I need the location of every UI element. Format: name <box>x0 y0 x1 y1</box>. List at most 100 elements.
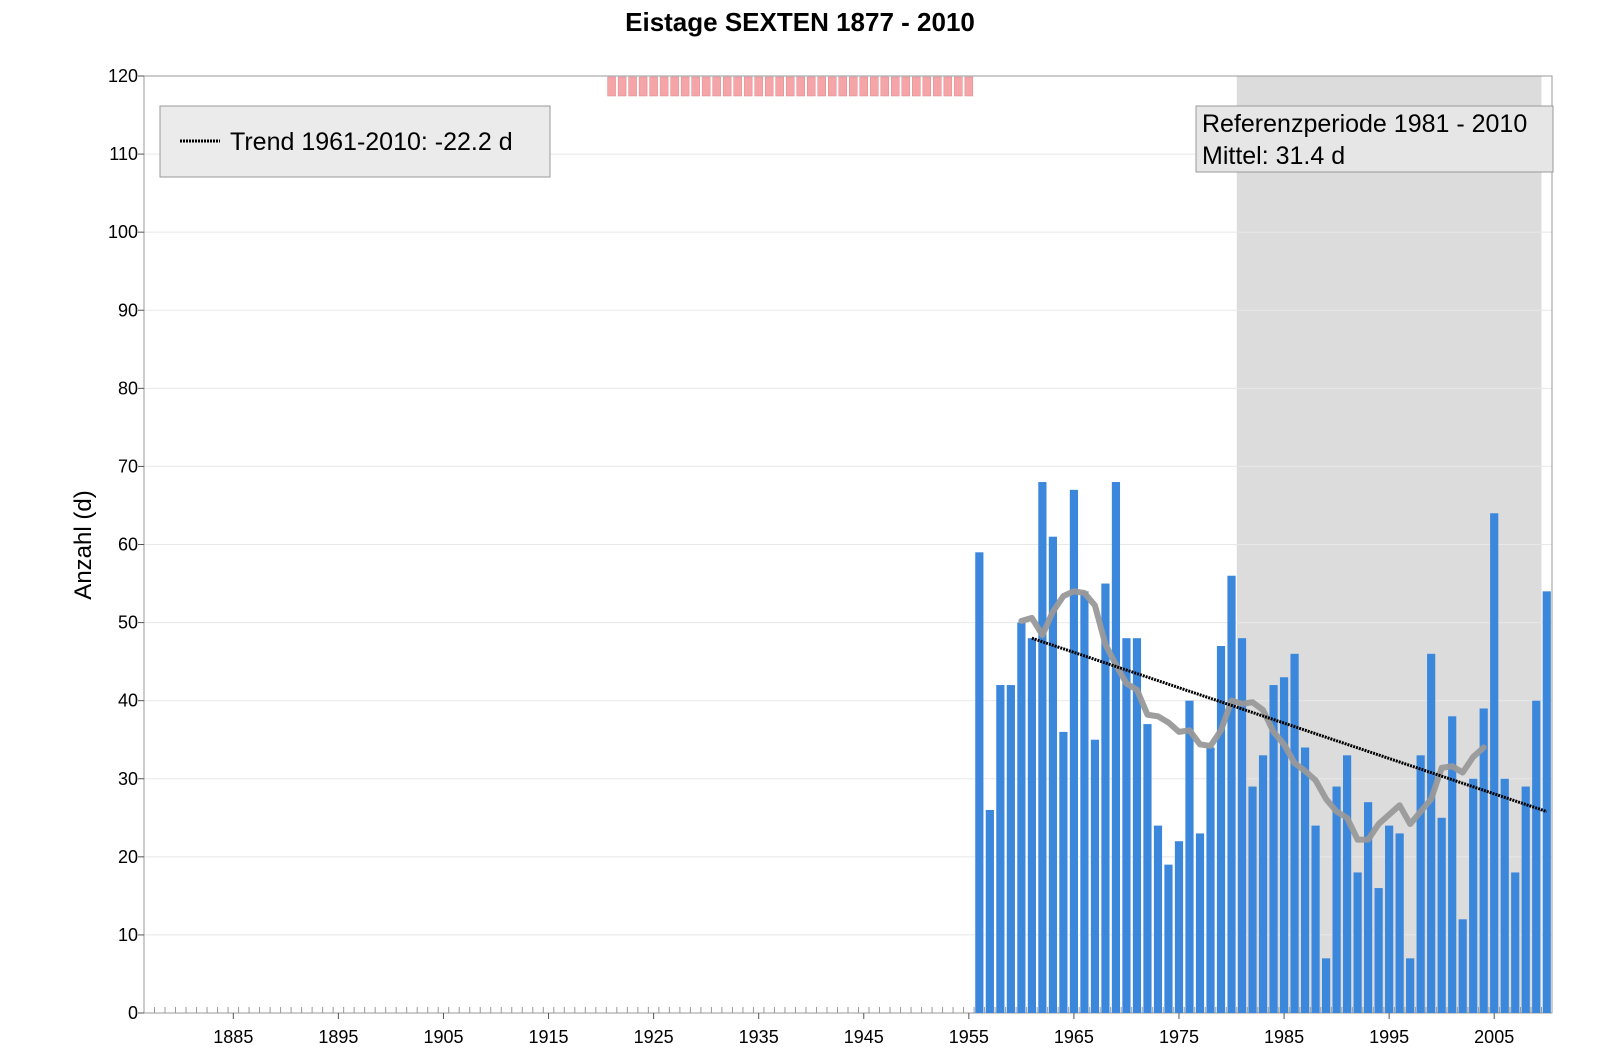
y-tick-label-50: 50 <box>118 613 138 633</box>
missing-marker-1928 <box>680 76 690 97</box>
bar-1990 <box>1332 786 1341 1013</box>
missing-marker-1951 <box>922 76 932 97</box>
bar-2000 <box>1437 817 1446 1013</box>
y-tick-label-0: 0 <box>128 1003 138 1023</box>
missing-marker-1926 <box>659 76 669 97</box>
bar-2006 <box>1500 778 1509 1013</box>
missing-marker-1949 <box>901 76 911 97</box>
bar-1968 <box>1101 583 1110 1013</box>
reference-period-label: Referenzperiode 1981 - 2010 <box>1202 110 1527 138</box>
y-tick-label-80: 80 <box>118 378 138 398</box>
bar-1995 <box>1385 825 1394 1013</box>
x-tick-label-1885: 1885 <box>213 1027 253 1047</box>
bar-1982 <box>1248 786 1257 1013</box>
bar-2003 <box>1469 778 1478 1013</box>
missing-marker-1947 <box>880 76 890 97</box>
bar-1981 <box>1237 638 1247 1013</box>
bar-1985 <box>1279 677 1289 1013</box>
missing-marker-1938 <box>785 76 795 97</box>
bar-1959 <box>1006 685 1015 1013</box>
bar-1987 <box>1300 747 1310 1013</box>
bar-1962 <box>1038 482 1047 1013</box>
bar-1966 <box>1080 591 1089 1013</box>
bar-1994 <box>1374 888 1383 1013</box>
smoothed-series-line <box>1018 588 1487 843</box>
bar-1960 <box>1017 622 1026 1013</box>
legend: Trend 1961-2010: -22.2 d <box>159 105 551 178</box>
axes: 0 10 20 30 40 50 60 70 80 90 100 110 120 1885 1895 1905… <box>108 66 1542 1047</box>
missing-marker-1942 <box>827 76 837 97</box>
x-tick-label-1915: 1915 <box>529 1027 569 1047</box>
bar-2002 <box>1458 919 1467 1013</box>
y-tick-label-60: 60 <box>118 535 138 555</box>
x-tick-label-1905: 1905 <box>423 1027 463 1047</box>
bar-1963 <box>1048 536 1057 1013</box>
bar-1977 <box>1195 833 1205 1013</box>
y-tick-label-30: 30 <box>118 769 138 789</box>
missing-marker-1945 <box>859 76 869 97</box>
trend-line <box>1031 636 1548 813</box>
bar-1965 <box>1069 489 1079 1013</box>
bar-2009 <box>1532 700 1541 1013</box>
missing-marker-1941 <box>817 76 826 97</box>
bar-1993 <box>1364 802 1373 1013</box>
legend-trend-label: Trend 1961-2010: -22.2 d <box>230 128 513 156</box>
bar-2001 <box>1448 716 1457 1013</box>
bar-2004 <box>1479 708 1488 1013</box>
x-tick-label-1985: 1985 <box>1264 1027 1304 1047</box>
y-tick-label-70: 70 <box>118 456 138 476</box>
bar-1991 <box>1343 755 1352 1013</box>
bar-1970 <box>1122 638 1131 1013</box>
bar-1957 <box>985 809 994 1013</box>
bar-1974 <box>1164 864 1173 1013</box>
y-tick-label-40: 40 <box>118 691 138 711</box>
missing-marker-1944 <box>849 76 858 97</box>
bar-1999 <box>1427 653 1436 1013</box>
missing-marker-1923 <box>628 76 637 97</box>
bars <box>975 482 1551 1013</box>
bar-1975 <box>1174 841 1184 1013</box>
missing-marker-1954 <box>954 76 963 97</box>
missing-marker-1931 <box>712 76 721 97</box>
reference-period-annotation: Referenzperiode 1981 - 2010 Mittel: 31.4… <box>1195 105 1554 173</box>
chart-title: Eistage SEXTEN 1877 - 2010 <box>625 7 975 37</box>
missing-year-markers <box>607 76 974 97</box>
missing-marker-1933 <box>733 76 742 97</box>
x-tick-label-1995: 1995 <box>1369 1027 1409 1047</box>
x-tick-label-1955: 1955 <box>949 1027 989 1047</box>
x-tick-label-2005: 2005 <box>1474 1027 1514 1047</box>
trend-line-path <box>1031 636 1548 813</box>
x-tick-label-1935: 1935 <box>739 1027 779 1047</box>
bar-1964 <box>1059 731 1068 1013</box>
missing-marker-1946 <box>870 76 879 97</box>
missing-marker-1948 <box>891 76 900 97</box>
missing-marker-1940 <box>806 76 816 97</box>
reference-annotation-box <box>1195 105 1554 173</box>
bar-1972 <box>1143 724 1152 1013</box>
smoothed-line <box>1018 588 1487 843</box>
missing-marker-1952 <box>933 76 942 97</box>
bar-1986 <box>1290 653 1299 1013</box>
bar-1967 <box>1090 739 1100 1013</box>
bar-1983 <box>1258 755 1268 1013</box>
missing-marker-1934 <box>743 76 753 97</box>
bar-2005 <box>1490 513 1499 1013</box>
missing-marker-1936 <box>764 76 774 97</box>
missing-marker-1939 <box>796 76 805 97</box>
bar-1997 <box>1406 958 1415 1013</box>
bar-2010 <box>1542 591 1551 1013</box>
missing-marker-1922 <box>617 76 627 97</box>
x-tick-label-1965: 1965 <box>1054 1027 1094 1047</box>
missing-marker-1955 <box>964 76 974 97</box>
bar-1976 <box>1185 700 1194 1013</box>
bar-1978 <box>1206 747 1215 1013</box>
bar-1998 <box>1416 755 1425 1013</box>
reference-mean-label: Mittel: 31.4 d <box>1202 142 1345 170</box>
missing-marker-1943 <box>838 76 847 97</box>
bar-1996 <box>1395 833 1404 1013</box>
missing-marker-1924 <box>638 76 648 97</box>
bar-1980 <box>1227 575 1236 1013</box>
missing-marker-1935 <box>754 76 763 97</box>
x-tick-label-1895: 1895 <box>318 1027 358 1047</box>
